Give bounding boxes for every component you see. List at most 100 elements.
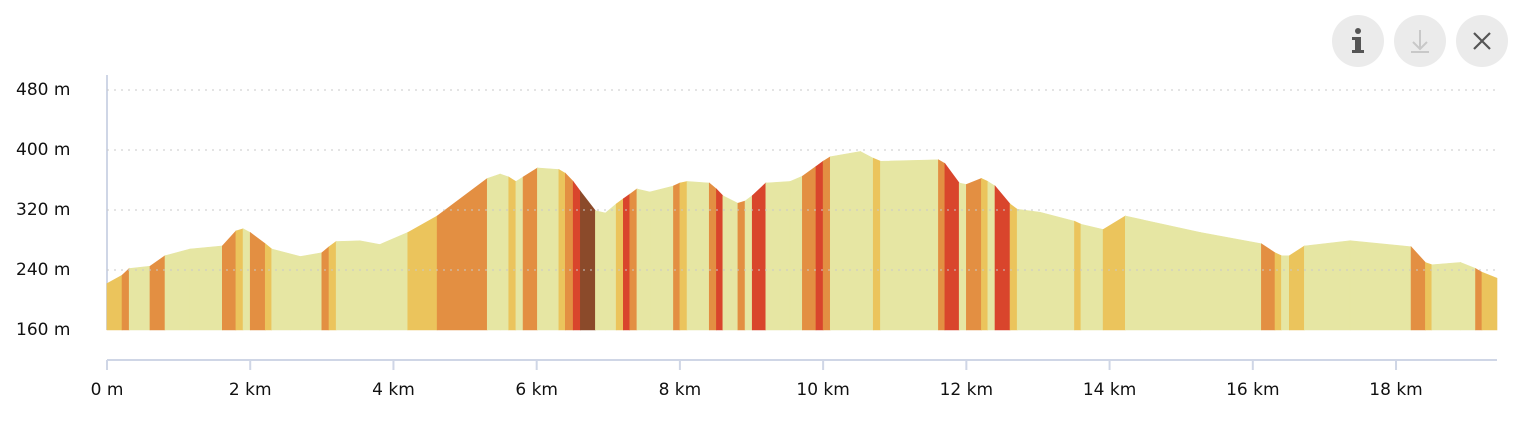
elevation-segment	[1016, 208, 1041, 331]
elevation-segment	[1074, 220, 1082, 331]
y-tick-label: 240 m	[16, 260, 70, 280]
elevation-segment	[486, 173, 501, 331]
elevation-segment	[605, 203, 617, 331]
elevation-segment	[565, 172, 574, 331]
elevation-segment	[765, 181, 791, 331]
elevation-segment	[815, 160, 824, 331]
elevation-segment	[1039, 211, 1075, 331]
x-tick-label: 16 km	[1226, 380, 1279, 400]
x-tick-label: 6 km	[515, 380, 558, 400]
x-tick-label: 4 km	[372, 380, 415, 400]
elevation-segment	[335, 240, 361, 331]
elevation-segment	[802, 165, 817, 331]
y-tick-label: 400 m	[16, 140, 70, 160]
elevation-segment	[679, 181, 688, 331]
x-tick-label: 18 km	[1369, 380, 1422, 400]
elevation-segment	[1080, 223, 1104, 331]
elevation-segment	[789, 175, 803, 331]
elevation-segment	[121, 267, 130, 331]
elevation-segment	[1261, 243, 1276, 331]
elevation-segment	[872, 157, 881, 331]
elevation-segment	[328, 240, 337, 331]
elevation-segment	[981, 178, 989, 331]
elevation-segment	[1349, 240, 1412, 331]
elevation-segment	[623, 193, 631, 331]
elevation-segment	[407, 215, 438, 331]
elevation-segment	[537, 167, 560, 331]
elevation-segment	[994, 185, 1011, 331]
elevation-segment	[751, 182, 767, 331]
elevation-segment	[321, 246, 330, 331]
x-tick-label: 14 km	[1083, 380, 1136, 400]
elevation-segment	[880, 159, 939, 331]
elevation-segment	[1289, 245, 1305, 331]
elevation-segment	[572, 180, 581, 331]
elevation-segment	[1431, 262, 1461, 331]
elevation-segment	[300, 252, 323, 331]
elevation-segment	[1274, 252, 1282, 331]
elevation-segment	[149, 255, 166, 331]
elevation-segment	[1410, 245, 1426, 331]
elevation-segment	[958, 182, 967, 331]
elevation-segment	[1460, 262, 1476, 331]
elevation-segment	[1200, 232, 1262, 331]
elevation-segment	[221, 230, 237, 331]
elevation-segment	[615, 198, 624, 331]
x-tick-label: 8 km	[659, 380, 702, 400]
elevation-segment	[737, 200, 746, 331]
elevation-segment	[860, 151, 874, 331]
elevation-segment	[1009, 203, 1018, 331]
elevation-segment	[522, 167, 538, 331]
download-button[interactable]	[1394, 15, 1446, 67]
elevation-segment	[271, 248, 301, 331]
elevation-segment	[722, 195, 739, 331]
elevation-segment	[1475, 267, 1483, 331]
info-button[interactable]	[1332, 15, 1384, 67]
elevation-segment	[673, 182, 681, 331]
elevation-segment	[822, 156, 831, 331]
elevation-segment	[1281, 255, 1290, 331]
elevation-segment	[558, 168, 566, 331]
elevation-segment	[649, 185, 674, 331]
elevation-segment	[515, 176, 524, 331]
x-tick-label: 12 km	[940, 380, 993, 400]
elevation-segment	[1102, 215, 1126, 331]
elevation-segment	[708, 182, 717, 331]
elevation-segment	[499, 173, 510, 331]
elevation-segment	[436, 177, 488, 331]
elevation-segment	[1481, 271, 1498, 331]
close-button[interactable]	[1456, 15, 1508, 67]
x-tick-label: 2 km	[229, 380, 272, 400]
elevation-segment	[744, 195, 753, 331]
elevation-segment	[235, 228, 244, 331]
elevation-segment	[189, 245, 223, 331]
elevation-segment	[106, 274, 123, 331]
elevation-segment	[508, 176, 517, 331]
elevation-segment	[944, 162, 960, 331]
elevation-segment	[1425, 262, 1433, 331]
elevation-segment	[242, 228, 251, 331]
y-tick-label: 160 m	[16, 320, 70, 340]
elevation-segment	[966, 178, 982, 331]
elevation-segment	[1304, 240, 1351, 331]
plot-area	[106, 151, 1498, 331]
elevation-segment	[580, 190, 596, 331]
elevation-segment	[359, 240, 381, 331]
elevation-segment	[264, 243, 273, 331]
elevation-segment	[938, 159, 946, 331]
elevation-segment	[829, 151, 861, 331]
elevation-segment	[249, 231, 266, 331]
elevation-segment	[686, 181, 710, 331]
y-tick-label: 320 m	[16, 200, 70, 220]
elevation-segment	[164, 248, 191, 331]
elevation-segment	[379, 232, 409, 331]
x-tick-label: 0 m	[91, 380, 124, 400]
elevation-segment	[987, 180, 996, 331]
elevation-segment	[595, 210, 606, 331]
elevation-segment	[128, 265, 151, 331]
elevation-segment	[1125, 215, 1201, 331]
x-tick-label: 10 km	[796, 380, 849, 400]
y-tick-label: 480 m	[16, 80, 70, 100]
